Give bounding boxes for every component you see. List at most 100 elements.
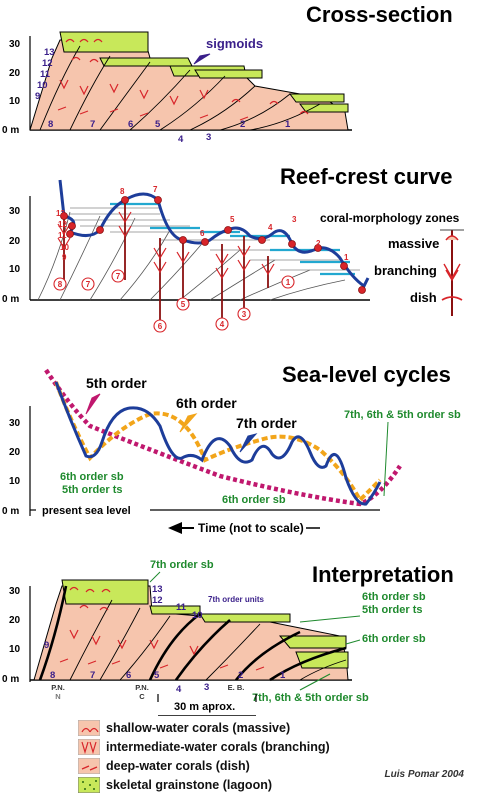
- rc-num-13: 13: [56, 209, 65, 218]
- rc-circle-7b: 7: [116, 272, 121, 281]
- in-right-1b: 5th order ts: [362, 604, 423, 616]
- rc-num-2: 2: [316, 239, 321, 248]
- cs-unit-13: 13: [44, 47, 55, 58]
- rc-ytick-0: 0 m: [2, 294, 19, 305]
- rc-num-5: 5: [230, 215, 235, 224]
- rc-zones-label: coral-morphology zones: [320, 211, 460, 225]
- in-ytick-0: 0 m: [2, 674, 19, 685]
- cs-num-3: 3: [206, 132, 211, 143]
- sl-sb-label-1a: 6th order sb: [60, 471, 124, 483]
- cs-lagoon-2: [99, 57, 193, 67]
- cs-lagoon-1: [59, 31, 149, 53]
- in-num-7: 7: [90, 670, 95, 681]
- cs-unit-10: 10: [37, 80, 48, 91]
- rc-circle-4: 4: [220, 320, 225, 329]
- rc-circle-7: 7: [86, 280, 91, 289]
- cs-lagoon-5: [289, 93, 345, 103]
- cs-reef-body: [29, 39, 349, 131]
- rc-num-8: 8: [120, 187, 125, 196]
- rc-zone-massive: massive: [388, 236, 439, 251]
- sl-sb-label-3: 7th, 6th & 5th order sb: [344, 409, 461, 421]
- in-units-label: 7th order units: [208, 595, 265, 604]
- cs-num-6: 6: [128, 119, 133, 130]
- in-loc-pn-c-sub: C: [139, 692, 145, 701]
- legend-swatch-grainstone: [78, 776, 100, 793]
- sl-5th-order-curve: [44, 368, 402, 507]
- rc-circle-8: 8: [58, 280, 63, 289]
- sl-7th-order-label: 7th order: [236, 415, 297, 431]
- rc-num-12: 12: [58, 220, 67, 229]
- sl-sb-label-2: 6th order sb: [222, 494, 286, 506]
- rc-num-7: 7: [153, 185, 158, 194]
- in-right-2: 6th order sb: [362, 633, 426, 645]
- sl-present-sea-level: present sea level: [42, 505, 131, 517]
- in-loc-pn-n: P.N.: [51, 683, 65, 692]
- in-ytick-10: 10: [9, 644, 21, 655]
- rc-num-10: 10: [60, 243, 69, 252]
- in-scale-bar: 30 m aprox.: [174, 701, 235, 713]
- in-num-1: 1: [280, 670, 286, 681]
- sl-6th-order-label: 6th order: [176, 395, 237, 411]
- cs-ytick-30: 30: [9, 39, 21, 50]
- reef-crest-diagram: 30 20 10 0 m: [2, 179, 464, 333]
- in-right-3: 7th, 6th & 5th order sb: [252, 692, 369, 704]
- cross-section-diagram: 30 20 10 0 m 13 12 11 10 9 8 7 6: [2, 31, 352, 145]
- rc-num-9: 9: [62, 253, 67, 262]
- in-loc-pn-c: P.N.: [135, 683, 149, 692]
- rc-zone-dish: dish: [410, 290, 437, 305]
- interpretation-title: Interpretation: [312, 562, 454, 587]
- in-lagoon-1: [61, 579, 149, 605]
- legend-label-dish: deep-water corals (dish): [106, 758, 250, 773]
- legend-swatch-dish: [78, 757, 100, 774]
- legend-label-grainstone: skeletal grainstone (lagoon): [106, 777, 273, 792]
- cs-sigmoids-label: sigmoids: [206, 36, 263, 51]
- in-unit-9: 9: [44, 640, 49, 651]
- cs-num-7: 7: [90, 119, 95, 130]
- rc-ytick-20: 20: [9, 236, 21, 247]
- sl-ytick-20: 20: [9, 447, 21, 458]
- cs-num-5: 5: [155, 119, 161, 130]
- in-ytick-20: 20: [9, 615, 21, 626]
- legend-label-massive: shallow-water corals (massive): [106, 720, 291, 735]
- rc-ytick-10: 10: [9, 264, 21, 275]
- cs-ytick-20: 20: [9, 68, 21, 79]
- cs-lagoon-6: [299, 103, 349, 113]
- cs-num-2: 2: [240, 119, 245, 130]
- in-right-1a: 6th order sb: [362, 591, 426, 603]
- in-num-8: 8: [50, 670, 55, 681]
- sl-7th-order-curve: [54, 381, 382, 506]
- rc-num-11: 11: [58, 231, 67, 240]
- cs-lagoon-4: [194, 69, 263, 79]
- in-lagoon-3: [199, 613, 291, 623]
- cs-num-1: 1: [285, 119, 291, 130]
- in-loc-pn-n-sub: N: [55, 692, 60, 701]
- cs-ytick-10: 10: [9, 96, 21, 107]
- sea-level-diagram: 30 20 10 0 m present sea level 5th order…: [2, 368, 461, 535]
- rc-ytick-30: 30: [9, 206, 21, 217]
- cs-num-4: 4: [178, 134, 184, 145]
- legend-row-dish: deep-water corals (dish): [78, 756, 378, 775]
- in-unit-11: 11: [176, 602, 187, 613]
- legend-label-branching: intermediate-water corals (branching): [106, 739, 330, 754]
- in-unit-13: 13: [152, 584, 163, 595]
- legend-swatch-branching: [78, 738, 100, 755]
- sl-sb-label-1b: 5th order ts: [62, 484, 123, 496]
- interpretation-diagram: 30 20 10 0 m 13 12 11 10 9 7th order uni…: [2, 559, 426, 716]
- cs-unit-9: 9: [35, 91, 40, 102]
- in-loc-eb: E. B.: [228, 683, 245, 692]
- rc-circle-1: 1: [286, 278, 291, 287]
- rc-num-4: 4: [268, 223, 273, 232]
- in-unit-10: 10: [192, 610, 203, 621]
- cross-section-title: Cross-section: [306, 2, 453, 27]
- cs-unit-12: 12: [42, 58, 53, 69]
- sl-5th-order-label: 5th order: [86, 375, 147, 391]
- rc-num-3: 3: [292, 215, 297, 224]
- rc-circle-6: 6: [158, 322, 163, 331]
- rc-circle-5: 5: [181, 300, 186, 309]
- cs-ytick-0: 0 m: [2, 125, 19, 136]
- sl-ytick-30: 30: [9, 418, 21, 429]
- rc-zone-branching: branching: [374, 263, 437, 278]
- legend-row-branching: intermediate-water corals (branching): [78, 737, 378, 756]
- rc-num-6: 6: [200, 229, 205, 238]
- in-num-5: 5: [154, 670, 160, 681]
